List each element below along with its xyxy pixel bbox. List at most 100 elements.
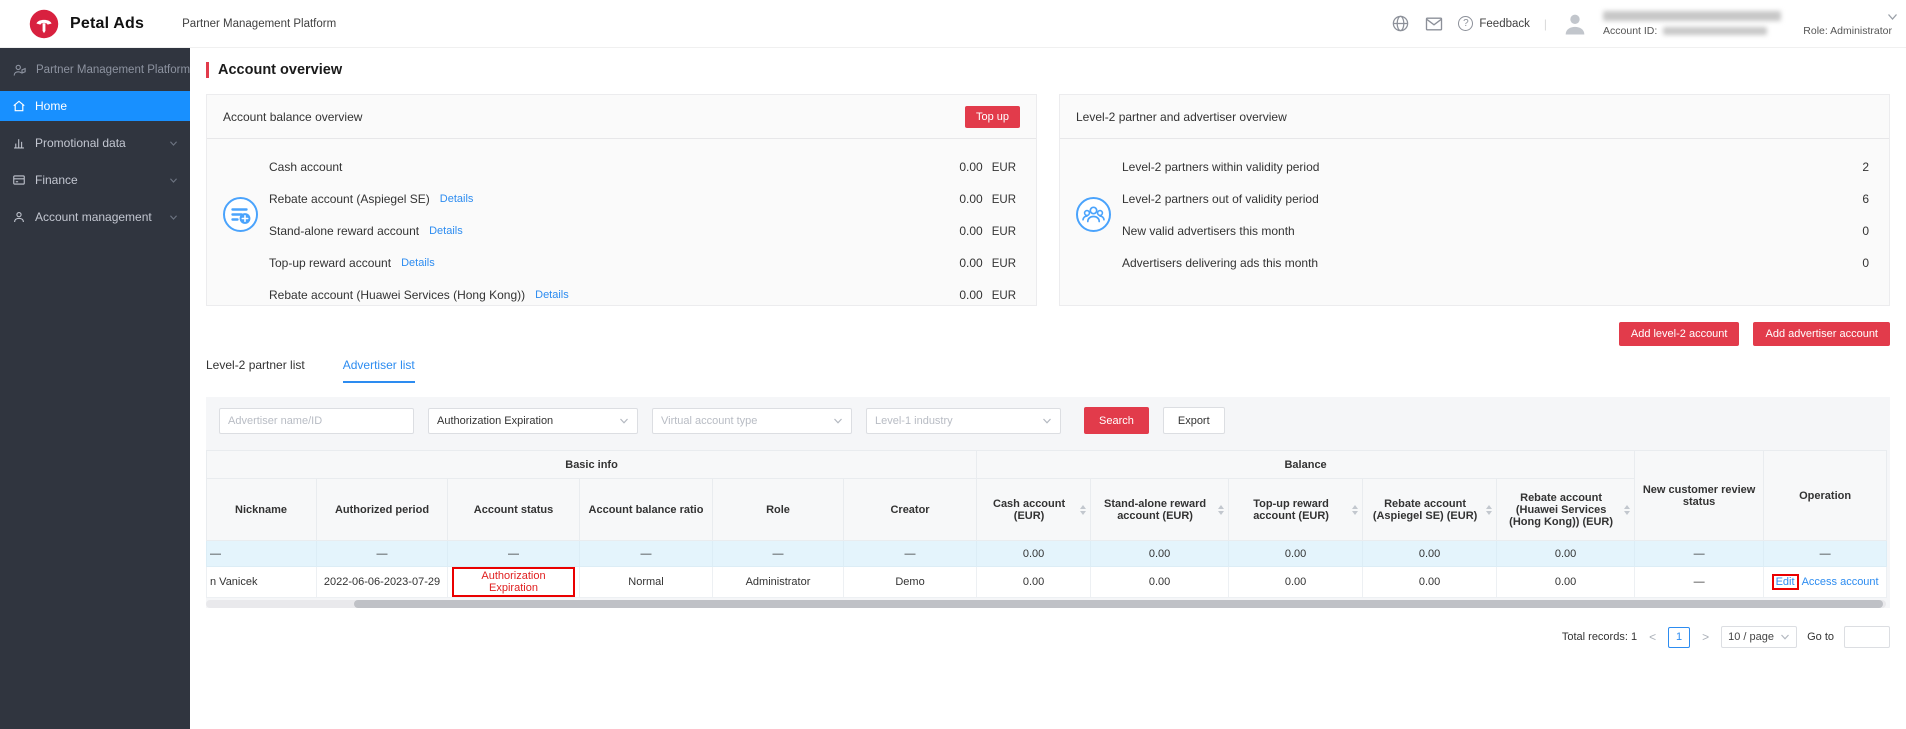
sidebar-item-partner-management-platform[interactable]: Partner Management Platform (0, 56, 190, 84)
balance-row: Rebate account (Huawei Services (Hong Ko… (269, 279, 1016, 311)
sort-caret-icon[interactable] (1080, 504, 1087, 515)
column-header: Role (712, 478, 844, 541)
partner-icon (13, 64, 26, 76)
table-cell: — (842, 540, 978, 567)
column-header[interactable]: Top-up reward account (EUR) (1228, 478, 1364, 541)
sidebar-item-home[interactable]: Home (0, 91, 190, 121)
sort-caret-icon[interactable] (1352, 504, 1359, 515)
help-icon: ? (1458, 16, 1474, 31)
authorization-status-select[interactable]: Authorization Expiration (428, 407, 638, 434)
table-row: n Vanicek 2022-06-06-2023-07-29 Authorizat… (206, 566, 1888, 598)
sidebar-item-account-management[interactable]: Account management (0, 202, 190, 232)
petal-ads-logo[interactable]: Petal Ads (28, 8, 144, 40)
chevron-down-icon (169, 210, 178, 224)
balance-accounts-icon (223, 197, 258, 232)
add-advertiser-account-button[interactable]: Add advertiser account (1753, 322, 1890, 346)
sort-caret-icon[interactable] (1486, 504, 1493, 515)
search-button[interactable]: Search (1084, 407, 1149, 434)
table-group-header-row: Basic info Balance New customer review sta… (205, 450, 1888, 541)
page-title: Account overview (218, 62, 343, 78)
chevron-down-icon (834, 418, 842, 424)
account-status-text: Authorization Expiration (481, 570, 546, 594)
top-up-button[interactable]: Top up (964, 105, 1020, 128)
horizontal-scrollbar-thumb[interactable] (354, 600, 1883, 608)
user-menu-chevron-down-icon[interactable] (1887, 8, 1898, 26)
feedback-button[interactable]: ? Feedback (1458, 16, 1530, 31)
chevron-down-icon (169, 173, 178, 187)
column-header-content: Top-up reward account (EUR) (1233, 498, 1359, 522)
details-link[interactable]: Details (535, 289, 569, 301)
sidebar-item-promotional-data[interactable]: Promotional data (0, 128, 190, 158)
main-content: Account overview Account balance overvie… (190, 48, 1906, 729)
column-header-label: Creator (890, 503, 930, 516)
redacted-account-id (1663, 26, 1768, 35)
column-header[interactable]: Rebate account (Aspiegel SE) (EUR) (1362, 478, 1498, 541)
chevron-down-icon (1781, 634, 1790, 640)
column-header-label: Account status (473, 503, 554, 516)
sort-caret-icon[interactable] (1624, 504, 1631, 515)
table-cell: 0.00 (976, 566, 1092, 598)
advertiser-table: Basic info Balance New customer review sta… (205, 450, 1888, 598)
column-header[interactable]: Rebate account (Huawei Services (Hong Ko… (1496, 478, 1636, 541)
column-header-content: Account status (452, 504, 575, 516)
edit-link[interactable]: Edit (1775, 576, 1795, 588)
add-level2-account-button[interactable]: Add level-2 account (1618, 322, 1740, 346)
balance-row-label: Stand-alone reward account (269, 224, 420, 238)
table-cell: — (712, 540, 844, 567)
balance-row: Rebate account (Aspiegel SE) Details 0.0… (269, 183, 1016, 215)
petal-ads-logo-icon (29, 9, 59, 38)
currency-label: EUR (991, 290, 1016, 302)
partner-stat-row: Level-2 partners within validity period … (1122, 151, 1869, 183)
sidebar-item-label: Account management (35, 210, 152, 224)
table-cell: Normal (579, 566, 713, 598)
column-header: Creator (842, 478, 978, 541)
previous-page-button[interactable]: < (1649, 630, 1657, 644)
tab-advertiser-list[interactable]: Advertiser list (342, 358, 415, 383)
level1-industry-select[interactable]: Level-1 industry (866, 407, 1061, 434)
table-cell: 0.00 (1496, 566, 1636, 598)
column-header[interactable]: Stand-alone reward account (EUR) (1090, 478, 1230, 541)
goto-page-input[interactable] (1844, 626, 1890, 648)
partner-stat-row: Advertisers delivering ads this month 0 (1122, 247, 1869, 279)
partner-stat-label: Level-2 partners out of validity period (1122, 192, 1319, 206)
access-account-link[interactable]: Access account (1801, 576, 1879, 588)
column-header-content: Nickname (210, 504, 312, 516)
avatar-icon[interactable] (1561, 10, 1589, 38)
next-page-button[interactable]: > (1702, 630, 1710, 644)
export-button[interactable]: Export (1162, 407, 1225, 434)
select-placeholder: Level-1 industry (875, 414, 953, 427)
currency-label: EUR (991, 194, 1016, 206)
table-cell: 0.00 (1090, 540, 1230, 567)
person-icon (14, 212, 24, 223)
partner-stat-label: Advertisers delivering ads this month (1122, 256, 1319, 270)
page-size-select[interactable]: 10 / page (1721, 626, 1798, 648)
details-link[interactable]: Details (439, 193, 474, 205)
balance-card-title: Account balance overview (223, 109, 363, 124)
messages-mail-icon[interactable] (1424, 14, 1444, 34)
column-header-label: Rebate account (Aspiegel SE) (EUR) (1372, 497, 1478, 522)
selected-value: Authorization Expiration (437, 414, 554, 427)
column-header: Authorized period (316, 478, 448, 541)
annotation-red-box: Authorization Expiration (452, 567, 575, 597)
user-info[interactable]: Account ID: Role: Administrator (1603, 10, 1892, 37)
virtual-account-type-select[interactable]: Virtual account type (652, 407, 852, 434)
table-cell: — (316, 540, 448, 567)
sort-caret-icon[interactable] (1218, 504, 1225, 515)
sidebar-header-label: Partner Management Platform (36, 64, 191, 76)
table-column-header-row: Nickname Authorized period Account status A… (206, 478, 1887, 541)
top-bar: Petal Ads Partner Management Platform ? … (0, 0, 1906, 48)
partner-stat-row: Level-2 partners out of validity period … (1122, 183, 1869, 215)
details-link[interactable]: Details (429, 225, 463, 237)
page-number-button[interactable]: 1 (1668, 626, 1691, 648)
column-header[interactable]: Cash account (EUR) (976, 478, 1092, 541)
sidebar-item-finance[interactable]: Finance (0, 165, 190, 195)
details-link[interactable]: Details (401, 257, 435, 269)
feedback-label: Feedback (1479, 17, 1530, 30)
language-globe-icon[interactable] (1390, 14, 1410, 34)
tab-level2-partner-list[interactable]: Level-2 partner list (206, 358, 305, 372)
balance-value: 0.00 (959, 256, 983, 270)
advertiser-name-input[interactable] (219, 407, 414, 434)
chevron-down-icon (1043, 418, 1051, 424)
balance-row-label: Cash account (269, 160, 343, 174)
column-header-label: Nickname (235, 503, 287, 516)
